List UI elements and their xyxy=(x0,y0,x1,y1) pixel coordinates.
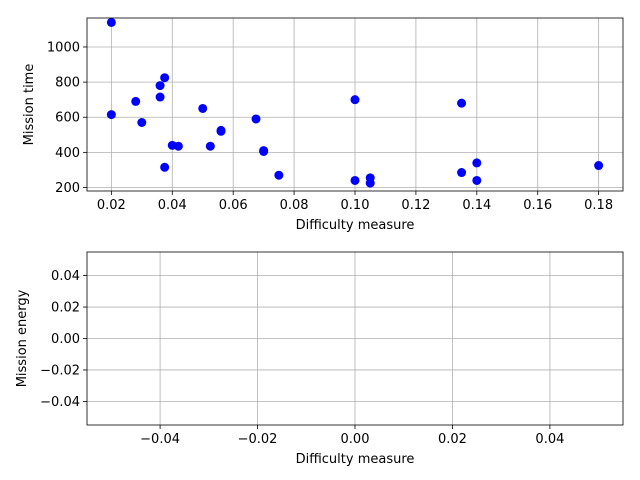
y-tick-label: −0.02 xyxy=(40,363,80,378)
x-tick-label: 0.02 xyxy=(97,198,126,213)
data-point xyxy=(259,146,269,156)
data-point xyxy=(155,92,165,102)
data-point xyxy=(365,178,375,188)
x-tick-label: 0.12 xyxy=(401,198,430,213)
chart-2: −0.04 −0.02 0.00 0.02 0.04 −0.04 −0.02 0.00 0.02… xyxy=(15,251,624,467)
y-tick-label: 600 xyxy=(55,111,80,126)
x-tick-label: 0.10 xyxy=(341,198,370,213)
y-tick-label: 0.00 xyxy=(51,332,80,347)
data-point xyxy=(106,110,116,120)
x-tick-label: −0.04 xyxy=(140,432,180,447)
y-axis-label: Mission time xyxy=(22,64,37,146)
data-point xyxy=(173,141,183,151)
data-point xyxy=(106,17,116,27)
data-point xyxy=(155,81,165,91)
data-point xyxy=(350,95,360,105)
data-point xyxy=(160,162,170,172)
x-tick-label: 0.02 xyxy=(438,432,467,447)
x-tick-label: 0.04 xyxy=(158,198,187,213)
x-tick-label: 0.14 xyxy=(462,198,491,213)
chart-1: 0.02 0.04 0.06 0.08 0.10 0.12 0.14 0.16 0.18 200 4… xyxy=(22,17,624,233)
y-tick-label: 400 xyxy=(55,146,80,161)
data-point xyxy=(274,170,284,180)
data-point xyxy=(350,175,360,185)
data-point xyxy=(457,168,467,178)
data-point xyxy=(160,73,170,83)
x-tick-label: 0.04 xyxy=(535,432,564,447)
x-tick-label: 0.00 xyxy=(341,432,370,447)
y-tick-label: −0.04 xyxy=(40,395,80,410)
x-tick-label: −0.02 xyxy=(238,432,278,447)
x-tick-label: 0.06 xyxy=(219,198,248,213)
x-axis-label: Difficulty measure xyxy=(296,218,415,233)
y-axis-label: Mission energy xyxy=(15,289,30,387)
y-tick-label: 0.04 xyxy=(51,269,80,284)
data-point xyxy=(472,158,482,168)
data-point xyxy=(594,161,604,171)
y-tick-label: 200 xyxy=(55,181,80,196)
x-tick-label: 0.16 xyxy=(523,198,552,213)
data-point xyxy=(251,114,261,124)
x-tick-label: 0.18 xyxy=(584,198,613,213)
data-point xyxy=(137,118,147,128)
y-tick-label: 1000 xyxy=(47,40,80,55)
x-axis-label: Difficulty measure xyxy=(296,452,415,467)
data-point xyxy=(472,175,482,185)
data-point xyxy=(205,141,215,151)
data-point xyxy=(457,98,467,108)
data-point xyxy=(131,96,141,106)
y-tick-label: 800 xyxy=(55,76,80,91)
x-tick-label: 0.08 xyxy=(280,198,309,213)
data-point xyxy=(216,126,226,136)
data-point xyxy=(198,103,208,113)
y-tick-label: 0.02 xyxy=(51,301,80,316)
